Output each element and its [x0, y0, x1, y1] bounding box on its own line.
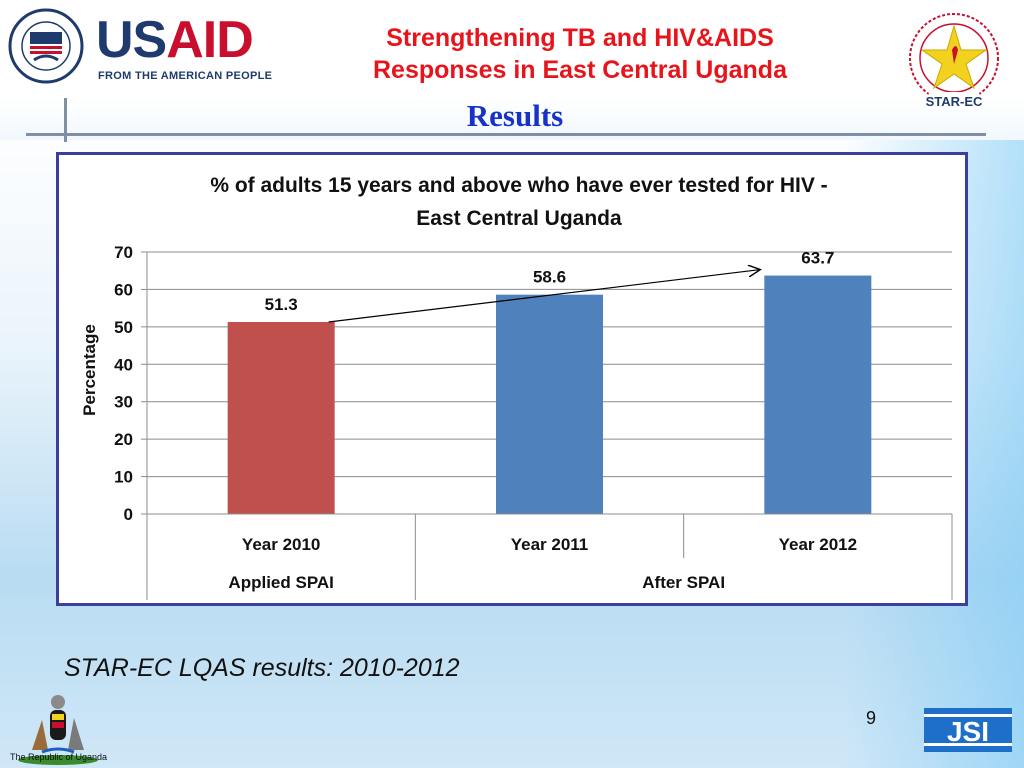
y-tick-label: 0 [124, 505, 133, 524]
axes: 0 10 20 30 40 50 60 70 Year 2010 Year 2011 Year 20… [114, 243, 953, 600]
y-tick-label: 50 [114, 318, 133, 337]
y-axis-label: Percentage [80, 324, 99, 416]
header-band [0, 0, 1024, 140]
bar [764, 275, 872, 514]
bar [496, 294, 603, 514]
usaid-seal-icon [8, 8, 84, 84]
page-number: 9 [866, 708, 877, 728]
jsi-logo: JSI [924, 708, 1012, 752]
y-tick-label: 20 [114, 430, 133, 449]
usaid-tagline: FROM THE AMERICAN PEOPLE [98, 70, 273, 82]
chart-title-line-2: East Central Uganda [416, 207, 622, 230]
data-label: 63.7 [801, 249, 834, 268]
divider-horizontal [26, 133, 986, 136]
usaid-logo: USAID FROM THE AMERICAN PEOPLE [8, 8, 278, 88]
divider-vertical [64, 98, 67, 142]
y-tick-label: 40 [114, 355, 133, 374]
chart-title: % of adults 15 years and above who have … [169, 169, 869, 235]
x-tick-label: Year 2011 [511, 535, 589, 554]
title-line-2: Responses in East Central Uganda [372, 56, 787, 84]
x-tick-label: Year 2012 [779, 535, 857, 554]
y-tick-label: 60 [114, 280, 133, 299]
chart-frame: % of adults 15 years and above who have … [56, 152, 968, 606]
y-tick-label: 30 [114, 393, 133, 412]
uganda-coat-of-arms-icon [18, 695, 98, 765]
y-tick-label: 10 [114, 468, 133, 487]
data-label: 58.6 [533, 268, 566, 287]
x-group-label: Applied SPAI [228, 573, 333, 592]
page-title: Strengthening TB and HIV&AIDS Responses … [300, 22, 860, 86]
jsi-label: JSI [947, 716, 989, 747]
results-heading: Results [466, 98, 564, 133]
title-line-1: Strengthening TB and HIV&AIDS [386, 24, 774, 52]
chart-title-line-1: % of adults 15 years and above who have … [210, 174, 828, 197]
star-ec-label: STAR-EC [926, 94, 983, 109]
trend-arrow [328, 270, 761, 323]
x-group-label: After SPAI [642, 573, 725, 592]
bar-chart: 51.3 58.6 63.7 0 10 20 30 40 50 60 70 Year 2010 Yea… [80, 243, 953, 600]
x-tick-label: Year 2010 [242, 535, 320, 554]
data-label: 51.3 [265, 295, 298, 314]
star-ec-logo: STAR-EC [909, 13, 999, 110]
y-tick-label: 70 [114, 243, 133, 262]
usaid-wordmark: USAID [96, 11, 254, 69]
uganda-label: The Republic of Uganda [10, 752, 108, 762]
bar [227, 321, 335, 514]
data-labels: 51.3 58.6 63.7 [265, 249, 834, 323]
bars [227, 275, 872, 514]
caption: STAR-EC LQAS results: 2010-2012 [64, 654, 460, 682]
